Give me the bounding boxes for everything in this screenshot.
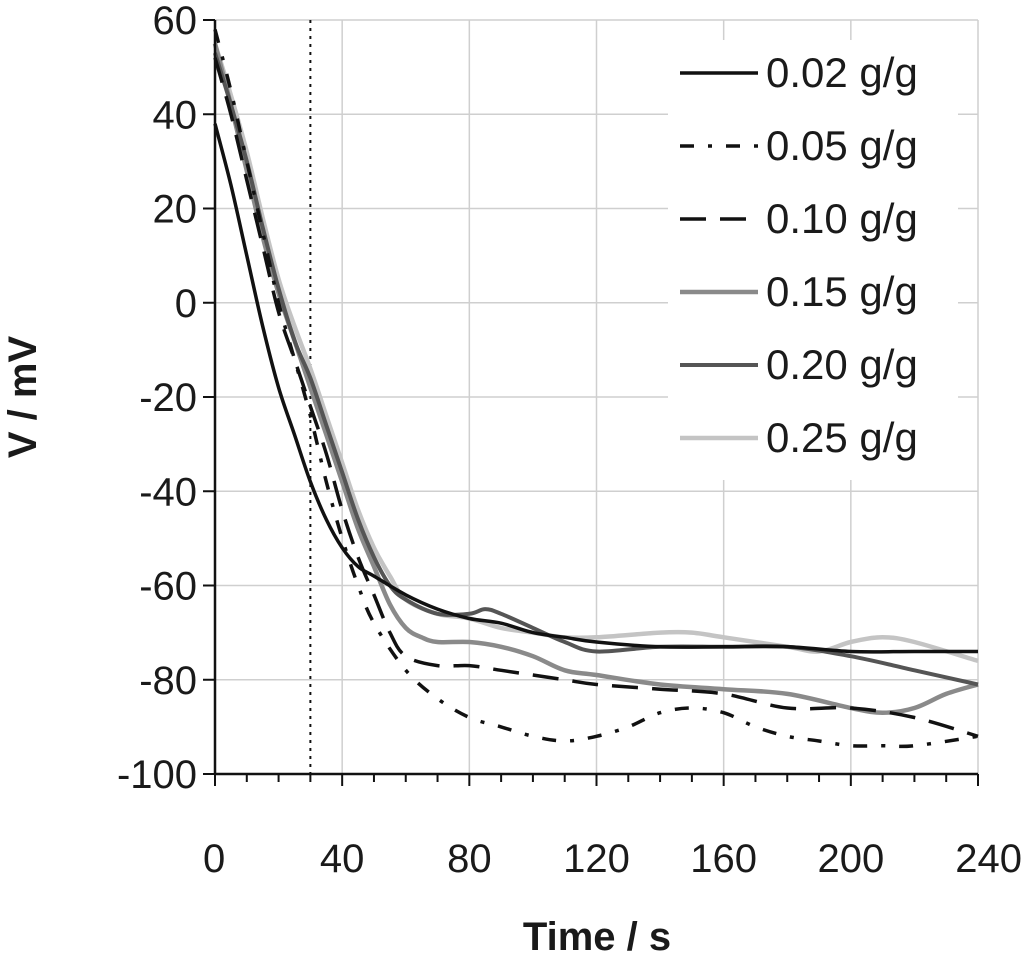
x-axis-title: Time / s: [523, 915, 671, 959]
x-tick-label: 160: [690, 837, 757, 881]
y-tick-label: -80: [139, 659, 197, 703]
y-tick-label: 20: [153, 188, 198, 232]
legend-label: 0.15 g/g: [766, 268, 918, 315]
series-line-0-02-g-g: [213, 123, 978, 654]
legend-label: 0.10 g/g: [766, 195, 918, 242]
y-axis-title: V / mV: [1, 336, 45, 459]
tick-labels: -100 -80 -60 -40 -20 0 20 40 60 0 40 80 120 160 200 240: [117, 0, 1022, 881]
legend-label: 0.25 g/g: [766, 414, 918, 461]
y-tick-label: 0: [175, 282, 197, 326]
legend-background: [668, 40, 958, 480]
axes: [203, 19, 979, 786]
legend: 0.02 g/g 0.05 g/g 0.10 g/g 0.15 g/g 0.20 g/g…: [668, 40, 958, 480]
series-line-0-10-g-g: [213, 57, 979, 738]
series-lines: [212, 28, 979, 749]
y-tick-label: -20: [139, 376, 197, 420]
legend-label: 0.02 g/g: [766, 49, 918, 96]
x-tick-label: 40: [320, 837, 365, 881]
x-tick-label: 80: [447, 837, 492, 881]
legend-label: 0.20 g/g: [766, 341, 918, 388]
legend-label: 0.05 g/g: [766, 122, 918, 169]
y-tick-label: 40: [153, 93, 198, 137]
x-tick-label: 0: [203, 837, 225, 881]
x-tick-label: 200: [817, 837, 884, 881]
x-tick-label: 120: [563, 837, 630, 881]
x-tick-label: 240: [955, 837, 1022, 881]
y-tick-label: 60: [153, 0, 198, 43]
y-tick-label: -60: [139, 565, 197, 609]
y-tick-label: -100: [117, 753, 197, 797]
series-line-0-05-g-g: [213, 28, 979, 749]
y-tick-label: -40: [139, 470, 197, 514]
